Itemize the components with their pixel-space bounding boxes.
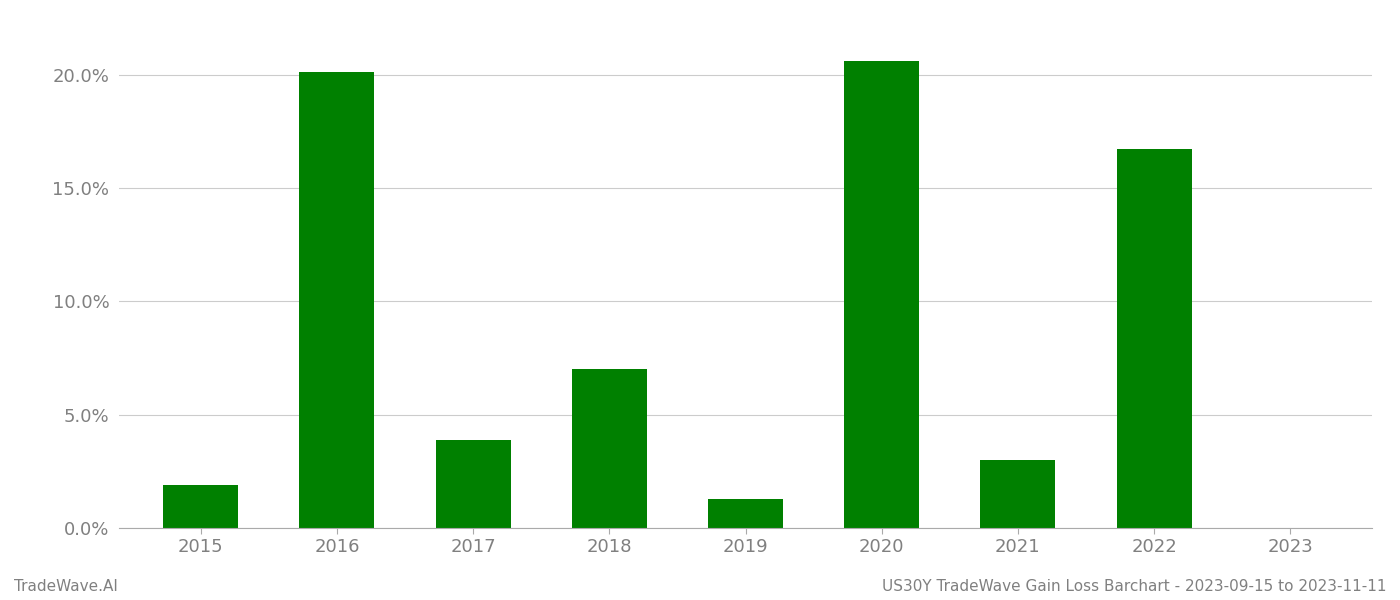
Bar [300,73,374,528]
Bar [435,440,511,528]
Bar [1117,149,1191,528]
Text: US30Y TradeWave Gain Loss Barchart - 2023-09-15 to 2023-11-11: US30Y TradeWave Gain Loss Barchart - 202… [882,579,1386,594]
Bar [708,499,783,528]
Bar [844,61,920,528]
Bar [980,460,1056,528]
Bar [571,370,647,528]
Bar [164,485,238,528]
Text: TradeWave.AI: TradeWave.AI [14,579,118,594]
